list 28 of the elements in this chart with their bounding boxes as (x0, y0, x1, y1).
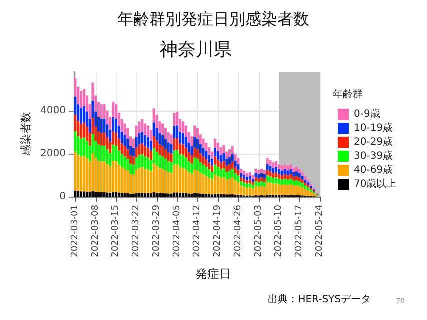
legend-label: 70歳以上 (354, 178, 397, 190)
x-tick-label: 2022-05-17 (294, 205, 305, 258)
y-tick-label: 2000 (40, 148, 66, 160)
x-tick-label: 2022-04-26 (233, 204, 244, 258)
y-tick-label: 4000 (40, 105, 66, 116)
legend-label: 0-9歳 (354, 108, 380, 120)
legend-label: 10-19歳 (354, 122, 394, 134)
y-tick-label: 0 (60, 192, 66, 202)
y-axis-title: 感染者数 (20, 112, 32, 156)
x-tick-label: 2022-03-15 (111, 205, 122, 258)
legend-title: 年齢群 (333, 88, 363, 100)
chart-title: 年齢群別発症日別感染者数 (118, 10, 310, 28)
chart-subtitle: 神奈川県 (160, 40, 232, 60)
legend-label: 30-39歳 (354, 150, 394, 162)
x-tick-label: 2022-04-19 (213, 204, 224, 258)
source-note: 出典：HER-SYSデータ (268, 294, 372, 306)
x-tick-label: 2022-05-10 (274, 204, 284, 258)
x-tick-label: 2022-03-01 (70, 205, 80, 258)
x-tick-label: 2022-05-24 (315, 204, 325, 258)
x-tick-label: 2022-03-08 (90, 204, 101, 258)
x-tick-label: 2022-03-22 (132, 205, 142, 258)
legend-label: 20-29歳 (354, 136, 394, 148)
x-tick-label: 2022-03-29 (152, 204, 162, 258)
x-axis-title: 発症日 (196, 267, 232, 281)
x-tick-label: 2022-04-12 (192, 205, 203, 258)
x-tick-label: 2022-04-05 (172, 205, 182, 258)
x-tick-label: 2022-05-03 (254, 205, 264, 258)
legend-label: 40-69歳 (354, 164, 394, 176)
